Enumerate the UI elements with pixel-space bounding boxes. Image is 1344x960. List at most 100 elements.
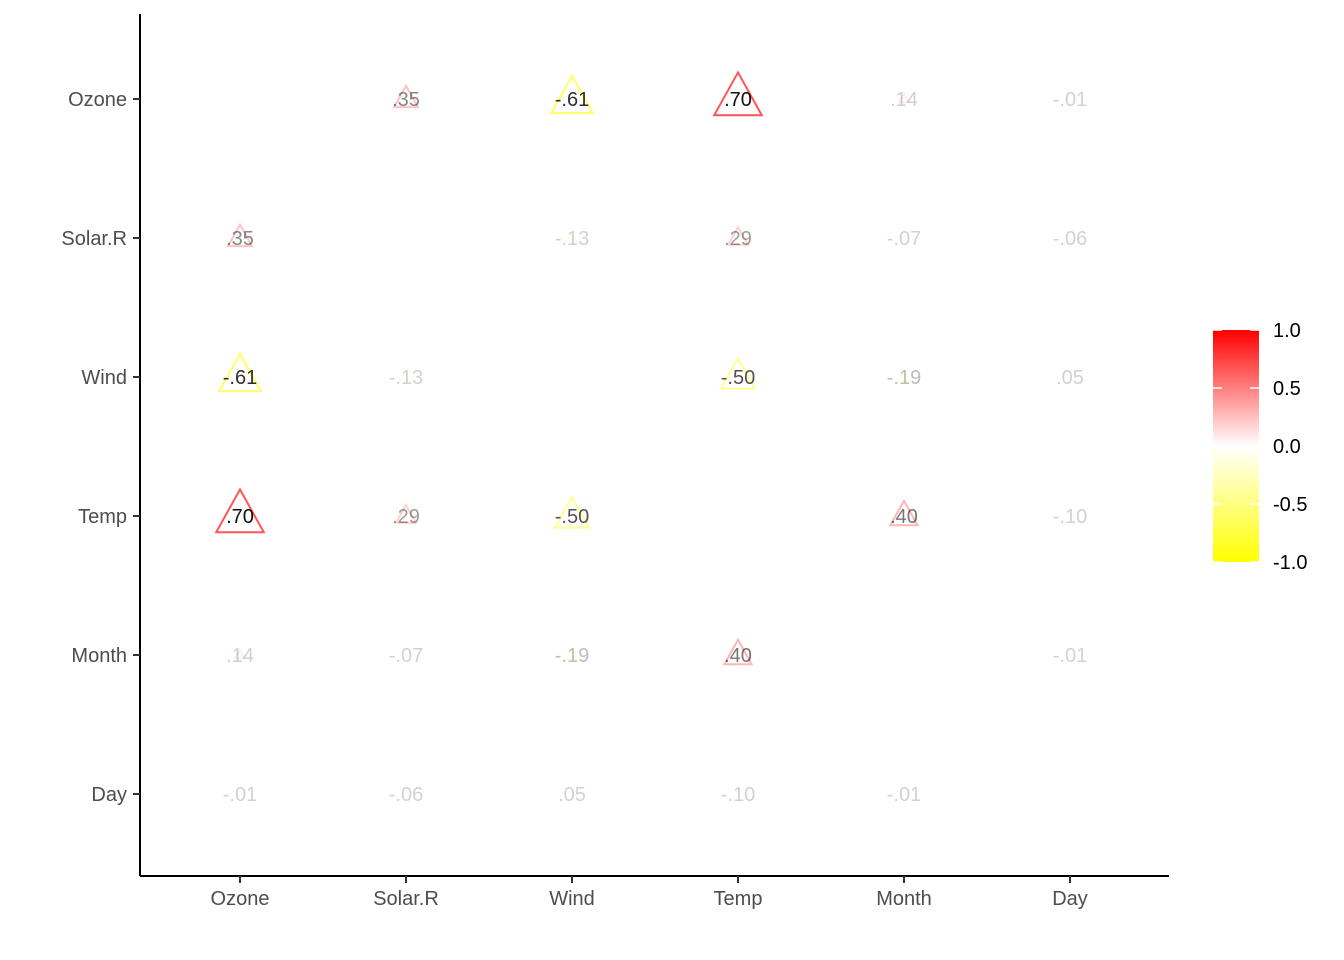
cell-label-Ozone-Wind: -.61	[555, 89, 589, 111]
cell-marker-Temp-Wind	[553, 494, 591, 529]
x-tick-label-Solar.R: Solar.R	[373, 888, 439, 910]
cell-Month-Temp: .40	[722, 637, 754, 667]
y-tick-label-Wind: Wind	[81, 367, 127, 389]
x-tick-label-Temp: Temp	[714, 888, 763, 910]
legend-label: -0.5	[1273, 494, 1307, 516]
cell-label-Temp-Ozone: .70	[226, 506, 254, 528]
cell-label-Wind-Day: .05	[1056, 367, 1084, 389]
cell-Temp-Solar.R: .29	[392, 502, 420, 528]
cell-label-Wind-Solar.R: -.13	[389, 367, 423, 389]
cell-Solar.R-Temp: .29	[724, 224, 752, 250]
cell-label-Day-Month: -.01	[887, 784, 921, 806]
cell-marker-Ozone-Solar.R	[392, 83, 420, 109]
cell-label-Wind-Month: -.19	[887, 367, 921, 389]
cell-marker-Temp-Month	[888, 498, 920, 527]
cell-label-Solar.R-Temp: .29	[724, 228, 752, 250]
cell-marker-Solar.R-Wind	[565, 231, 579, 243]
y-tick-label-Solar.R: Solar.R	[61, 228, 127, 250]
cell-Month-Wind: -.19	[555, 645, 589, 667]
cell-label-Ozone-Temp: .70	[724, 89, 752, 111]
cell-Month-Solar.R: -.07	[389, 645, 423, 667]
cell-Ozone-Solar.R: .35	[392, 83, 420, 111]
cell-Solar.R-Day: -.06	[1053, 228, 1087, 250]
cell-marker-Wind-Solar.R	[399, 370, 413, 382]
cell-label-Temp-Month: .40	[890, 506, 918, 528]
cell-Day-Month: -.01	[887, 784, 921, 806]
cell-label-Day-Ozone: -.01	[223, 784, 257, 806]
cell-Ozone-Wind: -.61	[549, 73, 595, 115]
cell-Day-Ozone: -.01	[223, 784, 257, 806]
x-tick-label-Ozone: Ozone	[211, 888, 270, 910]
cell-label-Temp-Day: -.10	[1053, 506, 1087, 528]
x-tick-label-Wind: Wind	[549, 888, 595, 910]
cell-label-Ozone-Month: .14	[890, 89, 918, 111]
y-tick-label-Day: Day	[91, 784, 127, 806]
cell-label-Ozone-Day: -.01	[1053, 89, 1087, 111]
cell-label-Day-Solar.R: -.06	[389, 784, 423, 806]
color-legend: 1.0 0.5 0.0 -0.5 -1.0	[1213, 320, 1307, 574]
cell-Ozone-Month: .14	[890, 89, 918, 111]
cell-Wind-Month: -.19	[887, 367, 921, 389]
cell-marker-Wind-Ozone	[217, 351, 263, 393]
cell-marker-Wind-Month	[895, 367, 913, 383]
cell-Temp-Wind: -.50	[553, 494, 591, 529]
cell-Wind-Temp: -.50	[719, 355, 757, 390]
cell-Wind-Ozone: -.61	[217, 351, 263, 393]
cell-marker-Wind-Temp	[719, 355, 757, 390]
cell-label-Solar.R-Month: -.07	[887, 228, 921, 250]
cell-Temp-Ozone: .70	[214, 487, 266, 534]
cell-Ozone-Day: -.01	[1053, 89, 1087, 111]
cell-Wind-Solar.R: -.13	[389, 367, 423, 389]
cell-Day-Temp: -.10	[721, 784, 755, 806]
cell-Month-Day: -.01	[1053, 645, 1087, 667]
cell-label-Wind-Ozone: -.61	[223, 367, 257, 389]
cell-marker-Ozone-Month	[897, 91, 911, 104]
cell-label-Month-Solar.R: -.07	[389, 645, 423, 667]
cell-marker-Solar.R-Temp	[726, 224, 750, 246]
cell-label-Solar.R-Ozone: .35	[226, 228, 254, 250]
legend-label: 0.5	[1273, 378, 1301, 400]
cell-label-Temp-Wind: -.50	[555, 506, 589, 528]
legend-label: -1.0	[1273, 552, 1307, 574]
cell-marker-Month-Wind	[563, 645, 581, 661]
cell-marker-Month-Temp	[722, 637, 754, 666]
y-tick-label-Ozone: Ozone	[68, 89, 127, 111]
ticks-layer: Ozone Solar.R Wind Temp Month Day Ozone Solar.R…	[61, 89, 1087, 910]
cell-label-Month-Temp: .40	[724, 645, 752, 667]
cell-Day-Solar.R: -.06	[389, 784, 423, 806]
cell-Temp-Month: .40	[888, 498, 920, 528]
y-tick-label-Month: Month	[71, 645, 127, 667]
x-tick-label-Month: Month	[876, 888, 932, 910]
cell-label-Month-Ozone: .14	[226, 645, 254, 667]
cell-Solar.R-Wind: -.13	[555, 228, 589, 250]
cell-Day-Wind: .05	[558, 784, 586, 806]
cell-marker-Month-Ozone	[233, 647, 247, 660]
cell-Temp-Day: -.10	[1053, 506, 1087, 528]
cells-layer: .35 -.61 .70 .14 -.01 .35 -.13 .29 -.07 -.06 -.61 -…	[214, 70, 1087, 806]
cell-Solar.R-Month: -.07	[887, 228, 921, 250]
x-tick-label-Day: Day	[1052, 888, 1088, 910]
cell-Month-Ozone: .14	[226, 645, 254, 667]
legend-label: 1.0	[1273, 320, 1301, 342]
cell-marker-Solar.R-Ozone	[226, 222, 254, 248]
axes-layer	[139, 14, 1169, 877]
cell-marker-Temp-Ozone	[214, 487, 266, 534]
cell-label-Solar.R-Wind: -.13	[555, 228, 589, 250]
cell-label-Ozone-Solar.R: .35	[392, 89, 420, 111]
cell-marker-Day-Temp	[732, 788, 744, 798]
cell-marker-Ozone-Wind	[549, 73, 595, 115]
cell-label-Day-Wind: .05	[558, 784, 586, 806]
cell-label-Day-Temp: -.10	[721, 784, 755, 806]
y-tick-label-Temp: Temp	[78, 506, 127, 528]
cell-label-Month-Wind: -.19	[555, 645, 589, 667]
cell-label-Temp-Solar.R: .29	[392, 506, 420, 528]
cell-marker-Ozone-Temp	[712, 70, 764, 117]
cell-Solar.R-Ozone: .35	[226, 222, 254, 250]
cell-label-Solar.R-Day: -.06	[1053, 228, 1087, 250]
cell-marker-Temp-Solar.R	[394, 502, 418, 524]
cell-Wind-Day: .05	[1056, 367, 1084, 389]
cell-marker-Temp-Day	[1064, 510, 1076, 520]
cell-label-Month-Day: -.01	[1053, 645, 1087, 667]
cell-Ozone-Temp: .70	[712, 70, 764, 117]
